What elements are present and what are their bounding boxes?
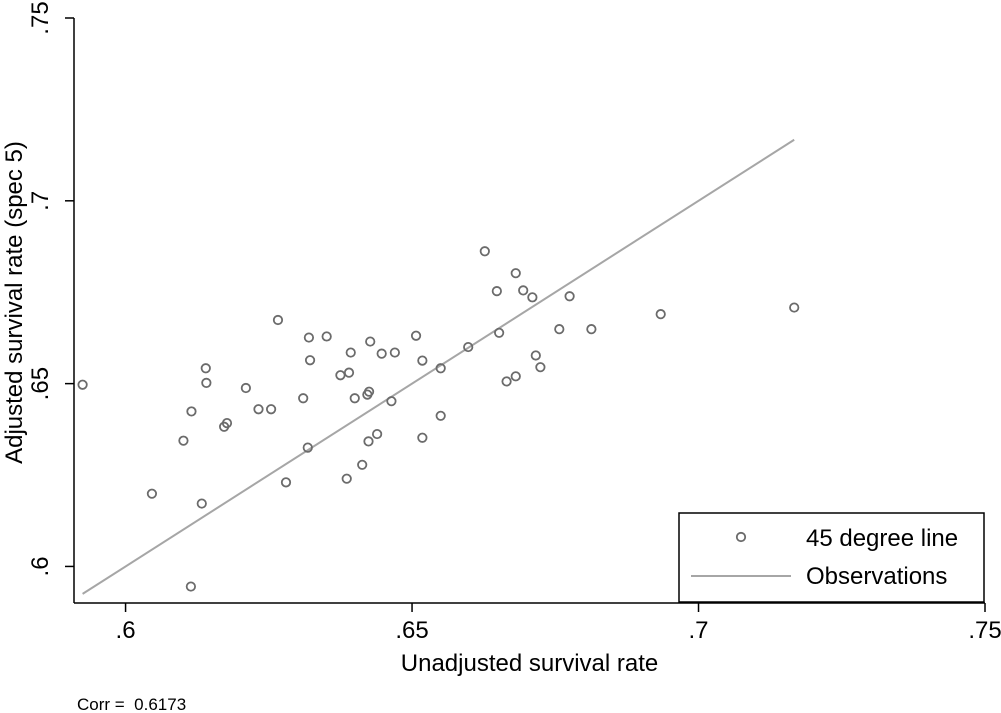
data-point	[186, 406, 197, 417]
data-point	[510, 371, 521, 382]
data-point	[341, 473, 352, 484]
data-point	[435, 363, 446, 374]
data-point	[518, 285, 529, 296]
data-point	[240, 382, 251, 394]
data-point	[463, 341, 474, 353]
data-point	[386, 396, 397, 407]
y-axis-title: Adjusted survival rate (spec 5)	[1, 141, 28, 464]
x-axis-ticks: .6 .65 .7 .75	[116, 603, 1001, 644]
data-point	[185, 581, 196, 592]
data-point	[527, 292, 538, 303]
data-point	[494, 327, 505, 338]
x-tick-label: .7	[689, 617, 709, 644]
data-point	[479, 246, 490, 257]
data-point	[349, 393, 360, 404]
data-point	[253, 404, 264, 415]
correlation-note: Corr = 0.6173	[77, 695, 186, 713]
data-point	[196, 498, 207, 509]
data-point	[564, 291, 575, 302]
data-point	[272, 314, 284, 326]
data-point	[417, 355, 428, 366]
legend-box	[678, 512, 985, 603]
data-point	[146, 488, 158, 499]
data-point	[200, 363, 211, 374]
data-point	[789, 302, 800, 313]
y-tick-label: .7	[27, 191, 54, 211]
data-point	[389, 347, 400, 358]
data-point	[178, 435, 189, 446]
data-point	[335, 370, 346, 381]
y-tick-label: .6	[27, 556, 54, 576]
y-axis-ticks: .6 .65 .7 .75	[27, 1, 74, 576]
data-point	[376, 348, 387, 359]
data-point	[530, 350, 541, 361]
data-point	[510, 268, 521, 279]
x-axis-title: Unadjusted survival rate	[401, 650, 658, 677]
data-point	[357, 459, 368, 470]
plot-area: .6 .65 .7 .75 .6 .65 .7 .75	[27, 1, 1001, 644]
data-point	[554, 324, 565, 335]
data-point	[221, 418, 233, 429]
legend-marker-symbol	[735, 531, 747, 543]
data-point	[345, 347, 356, 358]
x-tick-label: .75	[968, 617, 1001, 644]
data-point	[302, 442, 313, 453]
legend: 45 degree line Observations	[678, 512, 985, 603]
x-tick-label: .6	[116, 617, 136, 644]
data-point	[343, 367, 355, 378]
series-line-observations	[82, 138, 795, 595]
legend-label-markers: 45 degree line	[806, 525, 958, 552]
series-line-group	[82, 138, 795, 595]
y-tick-label: .65	[27, 367, 54, 400]
data-point	[321, 331, 332, 342]
legend-label-line: Observations	[806, 563, 947, 590]
data-point	[586, 324, 597, 335]
data-point	[265, 404, 277, 415]
data-point	[201, 377, 212, 388]
x-tick-label: .65	[395, 617, 428, 644]
data-point	[304, 355, 316, 366]
data-point	[535, 362, 546, 373]
data-point	[363, 386, 375, 397]
data-point	[371, 428, 383, 440]
data-point	[77, 379, 88, 390]
data-point	[365, 336, 376, 347]
data-point	[303, 332, 315, 343]
series-points-group	[77, 246, 800, 592]
data-point	[363, 436, 374, 447]
data-point	[501, 376, 512, 387]
y-tick-label: .75	[27, 1, 54, 34]
data-point	[417, 432, 428, 443]
data-point	[298, 393, 309, 404]
data-point	[491, 286, 502, 297]
data-point	[435, 410, 446, 421]
data-point	[655, 309, 666, 320]
data-point	[280, 477, 292, 488]
data-point	[410, 330, 422, 341]
